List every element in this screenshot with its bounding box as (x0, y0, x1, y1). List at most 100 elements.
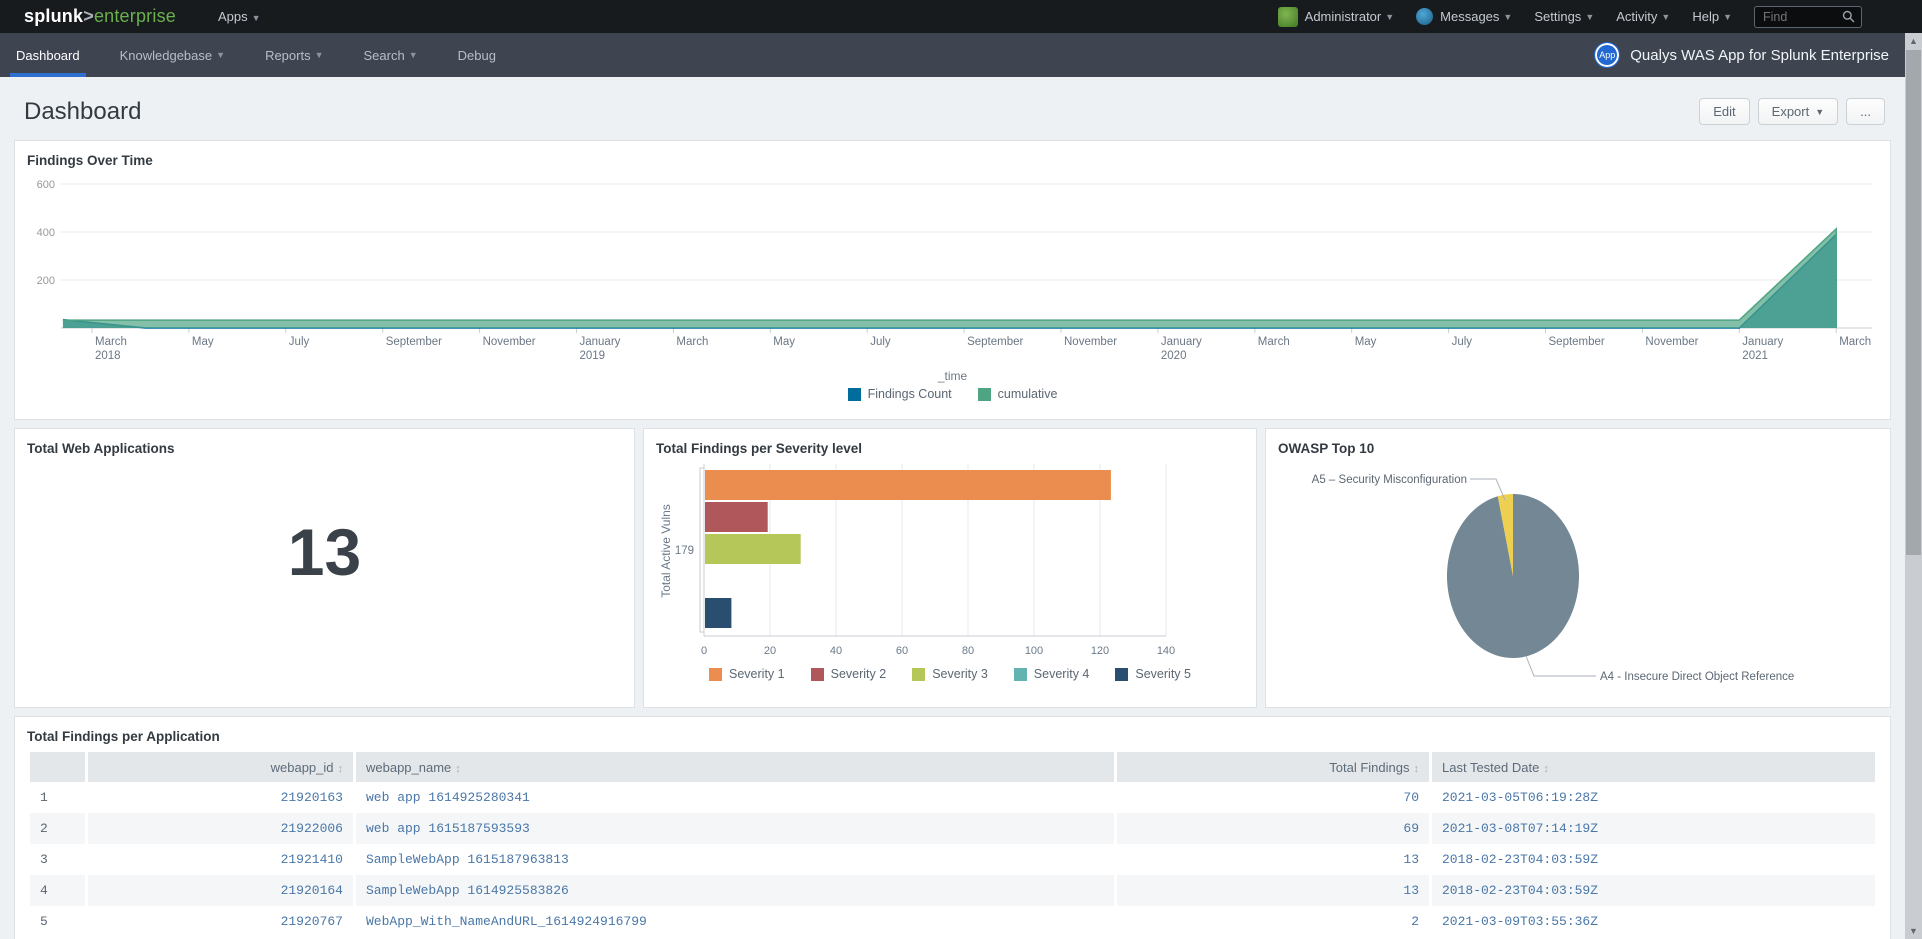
splunk-logo[interactable]: splunk>enterprise (24, 6, 176, 27)
x-tick-label: July (289, 336, 310, 348)
cell-webapp-id: 21920767 (88, 906, 353, 937)
total-findings-link[interactable]: 69 (1403, 821, 1419, 836)
total-findings-link[interactable]: 13 (1403, 883, 1419, 898)
last-tested-link[interactable]: 2021-03-05T06:19:28Z (1442, 790, 1599, 805)
sort-icon[interactable]: ↕ (1543, 762, 1549, 775)
webapp-id-link[interactable]: 21922006 (280, 821, 343, 836)
single-value[interactable]: 13 (287, 515, 362, 589)
owasp-pie-chart[interactable]: A5 – Security Misconfiguration A4 - Insec… (1278, 456, 1878, 694)
tab-reports[interactable]: Reports ▼ (265, 47, 324, 63)
legend-item[interactable]: Severity 3 (912, 667, 988, 681)
panel-findings-per-application: Total Findings per Application webapp_id… (14, 716, 1891, 939)
x-tick-label: July (870, 336, 891, 348)
help-menu[interactable]: Help ▼ (1692, 9, 1732, 24)
tab-search[interactable]: Search ▼ (363, 47, 418, 63)
col-total-findings[interactable]: Total Findings ↕ (1117, 752, 1429, 782)
more-actions-button[interactable]: ... (1846, 98, 1885, 125)
tab-knowledgebase[interactable]: Knowledgebase ▼ (119, 47, 226, 63)
severity-legend: Severity 1 Severity 2 Severity 3 Severity 4… (656, 667, 1244, 681)
scrollbar-thumb[interactable] (1906, 50, 1921, 555)
last-tested-link[interactable]: 2018-02-23T04:03:59Z (1442, 883, 1599, 898)
y-axis-title: Total Active Vulns (659, 504, 673, 598)
webapp-name-link[interactable]: WebApp_With_NameAndURL_1614924916799 (366, 914, 647, 929)
messages-menu[interactable]: Messages ▼ (1416, 8, 1512, 25)
legend-item[interactable]: Severity 5 (1115, 667, 1191, 681)
scroll-up-arrow[interactable]: ▲ (1909, 36, 1918, 46)
row-number: 5 (30, 906, 85, 937)
apps-menu[interactable]: Apps ▼ (217, 9, 261, 24)
webapp-name-link[interactable]: SampleWebApp 1614925583826 (366, 883, 569, 898)
row-number: 1 (30, 782, 85, 813)
legend-label: Severity 5 (1135, 667, 1191, 681)
col-webapp-id[interactable]: webapp_id ↕ (88, 752, 353, 782)
top-bar: splunk>enterprise Apps ▼ Administrator ▼ M… (0, 0, 1922, 33)
bar-severity-5 (705, 598, 732, 628)
col-webapp-name[interactable]: webapp_name ↕ (356, 752, 1114, 782)
total-findings-link[interactable]: 13 (1403, 852, 1419, 867)
activity-menu[interactable]: Activity ▼ (1616, 9, 1671, 24)
legend-label: Severity 1 (729, 667, 785, 681)
sort-icon[interactable]: ↕ (337, 762, 344, 775)
table-header-row: webapp_id ↕ webapp_name ↕ Total Findings ↕ … (30, 752, 1875, 782)
cell-last-tested: 2021-03-09T03:55:36Z (1432, 906, 1875, 937)
settings-menu[interactable]: Settings ▼ (1534, 9, 1595, 24)
x-tick-label: September (386, 336, 442, 348)
legend-item[interactable]: Severity 4 (1013, 667, 1089, 681)
legend-item[interactable]: Severity 2 (810, 667, 886, 681)
logo-gt: > (83, 6, 94, 26)
scroll-down-arrow[interactable]: ▼ (1909, 926, 1918, 936)
chevron-down-icon: ▼ (216, 50, 226, 60)
total-findings-link[interactable]: 70 (1403, 790, 1419, 805)
tab-debug[interactable]: Debug (457, 47, 496, 63)
legend-item[interactable]: Findings Count (847, 387, 952, 401)
total-findings-link[interactable]: 2 (1411, 914, 1419, 929)
webapp-id-link[interactable]: 21920163 (280, 790, 343, 805)
cell-last-tested: 2021-03-05T06:19:28Z (1432, 782, 1875, 813)
x-tick-label: January (1161, 336, 1202, 348)
find-search-box[interactable] (1754, 5, 1862, 28)
webapp-id-link[interactable]: 21921410 (280, 852, 343, 867)
edit-button[interactable]: Edit (1699, 98, 1750, 125)
x-tick-label: May (1355, 336, 1377, 348)
panel-title: OWASP Top 10 (1278, 441, 1375, 456)
x-tick-year-label: 2020 (1161, 350, 1187, 362)
find-input[interactable] (1763, 9, 1842, 24)
last-tested-link[interactable]: 2021-03-09T03:55:36Z (1442, 914, 1599, 929)
legend-item[interactable]: cumulative (977, 387, 1057, 401)
user-avatar (1277, 6, 1298, 27)
page-scrollbar[interactable]: ▲ ▼ (1905, 33, 1922, 939)
search-icon[interactable] (1842, 10, 1855, 23)
user-menu[interactable]: Administrator ▼ (1277, 6, 1394, 27)
export-button[interactable]: Export ▼ (1757, 98, 1839, 125)
legend-item[interactable]: Severity 1 (709, 667, 785, 681)
area-chart-legend: Findings Count cumulative (27, 387, 1878, 401)
table-row: 5 21920767 WebApp_With_NameAndURL_16149249… (30, 906, 1875, 937)
app-nav-bar: Dashboard Knowledgebase ▼ Reports ▼ Search… (0, 33, 1905, 77)
legend-swatch (1115, 667, 1129, 681)
webapp-id-link[interactable]: 21920164 (280, 883, 343, 898)
cell-total-findings: 70 (1117, 782, 1429, 813)
sort-icon[interactable]: ↕ (455, 762, 461, 775)
webapp-name-link[interactable]: SampleWebApp 1615187963813 (366, 852, 569, 867)
panel-total-web-applications: Total Web Applications 13 (14, 428, 635, 708)
last-tested-link[interactable]: 2021-03-08T07:14:19Z (1442, 821, 1599, 836)
cell-total-findings: 13 (1117, 875, 1429, 906)
table-row: 2 21922006 web app 1615187593593 69 2021-03-… (30, 813, 1875, 844)
col-last-tested[interactable]: Last Tested Date ↕ (1432, 752, 1875, 782)
leader-line-a5 (1470, 478, 1506, 501)
webapp-name-link[interactable]: web app 1615187593593 (366, 821, 530, 836)
cell-webapp-name: web app 1615187593593 (356, 813, 1114, 844)
findings-over-time-chart[interactable]: 200 400 600 March 2018 May July September Novemb… (27, 168, 1880, 366)
sort-icon[interactable]: ↕ (1413, 762, 1420, 775)
table-row: 4 21920164 SampleWebApp 1614925583826 13 201… (30, 875, 1875, 906)
cell-last-tested: 2021-03-08T07:14:19Z (1432, 813, 1875, 844)
tab-dashboard[interactable]: Dashboard (10, 33, 86, 77)
webapp-name-link[interactable]: web app 1614925280341 (366, 790, 530, 805)
webapp-id-link[interactable]: 21920767 (280, 914, 343, 929)
x-tick-label: January (1742, 336, 1783, 348)
panel-owasp-top10: OWASP Top 10 A5 – Security Misconfigurat… (1265, 428, 1891, 708)
chevron-down-icon: ▼ (314, 50, 324, 60)
leader-line-a4 (1525, 655, 1596, 677)
last-tested-link[interactable]: 2018-02-23T04:03:59Z (1442, 852, 1599, 867)
